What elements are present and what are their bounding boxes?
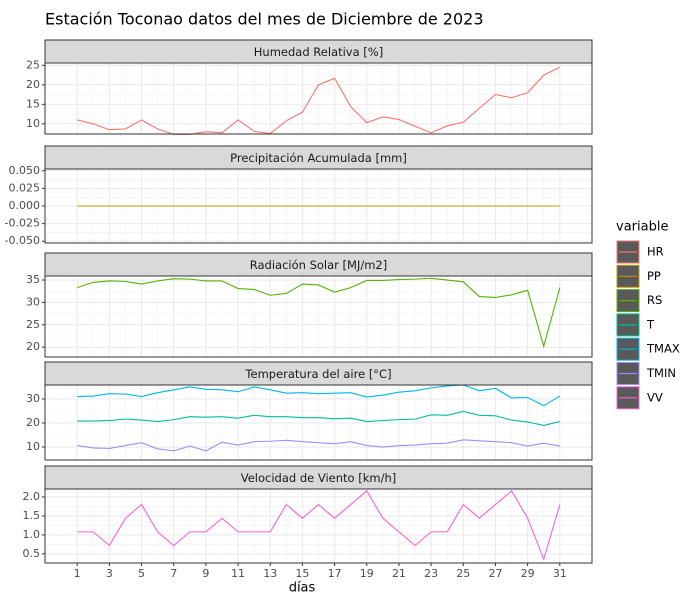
x-tick-label: 7 [170,567,177,580]
x-tick-label: 3 [106,567,113,580]
y-tick-label: 25 [26,318,40,331]
x-tick-label: 17 [328,567,342,580]
y-tick-label: 2.0 [23,490,41,503]
y-tick-label: 1.0 [23,528,41,541]
y-tick-label: 0.000 [9,199,41,212]
y-tick-label: 30 [26,392,40,405]
legend-label: TMAX [646,342,680,356]
chart-title: Estación Toconao datos del mes de Diciem… [45,10,484,29]
legend-label: RS [647,293,662,307]
x-tick-label: 25 [456,567,470,580]
legend-label: HR [647,245,664,259]
legend-label: T [646,317,655,331]
legend-label: PP [647,269,661,283]
panel-border [44,384,593,461]
y-tick-label: -0.050 [5,234,40,247]
panel-border [44,168,593,244]
data-line [77,439,560,452]
data-line [77,277,561,349]
panel-border [44,275,593,358]
y-tick-label: 20 [26,78,40,91]
y-tick-label: 0.025 [9,181,41,194]
strip-label: Radiación Solar [MJ/m2] [250,258,387,272]
y-tick-label: 35 [26,273,40,286]
strip-label: Humedad Relativa [%] [254,45,383,59]
x-tick-label: 15 [295,567,309,580]
x-tick-label: 31 [553,567,567,580]
data-line [77,66,561,135]
y-tick-label: 25 [26,58,40,71]
strip-label: Temperatura del aire [°C] [244,367,391,381]
y-tick-label: 15 [26,97,40,110]
x-tick-label: 29 [521,567,535,580]
x-tick-label: 21 [392,567,406,580]
x-tick-label: 9 [202,567,209,580]
y-tick-label: 0.050 [9,164,41,177]
y-tick-label: 0.5 [23,547,41,560]
data-line [77,410,560,426]
y-tick-label: -0.025 [5,217,40,230]
panel-border [44,62,593,135]
x-tick-label: 5 [138,567,145,580]
x-tick-label: 23 [424,567,438,580]
panel-border [44,488,593,564]
legend-label: VV [647,390,663,404]
data-line [77,490,561,561]
strip-label: Precipitación Acumulada [mm] [230,151,407,165]
x-tick-label: 13 [263,567,277,580]
y-tick-label: 10 [26,117,40,130]
y-tick-label: 10 [26,440,40,453]
legend-title: variable [616,220,668,235]
strip-label: Velocidad de Viento [km/h] [241,471,397,485]
x-tick-label: 19 [360,567,374,580]
legend-label: TMIN [646,366,676,380]
data-line [77,384,561,407]
x-tick-label: 11 [231,567,245,580]
y-tick-label: 1.5 [23,509,41,522]
y-tick-label: 20 [26,416,40,429]
y-tick-label: 30 [26,295,40,308]
x-tick-label: 27 [488,567,502,580]
x-tick-label: 1 [74,567,81,580]
y-tick-label: 20 [26,340,40,353]
x-axis-label: días [289,581,316,595]
